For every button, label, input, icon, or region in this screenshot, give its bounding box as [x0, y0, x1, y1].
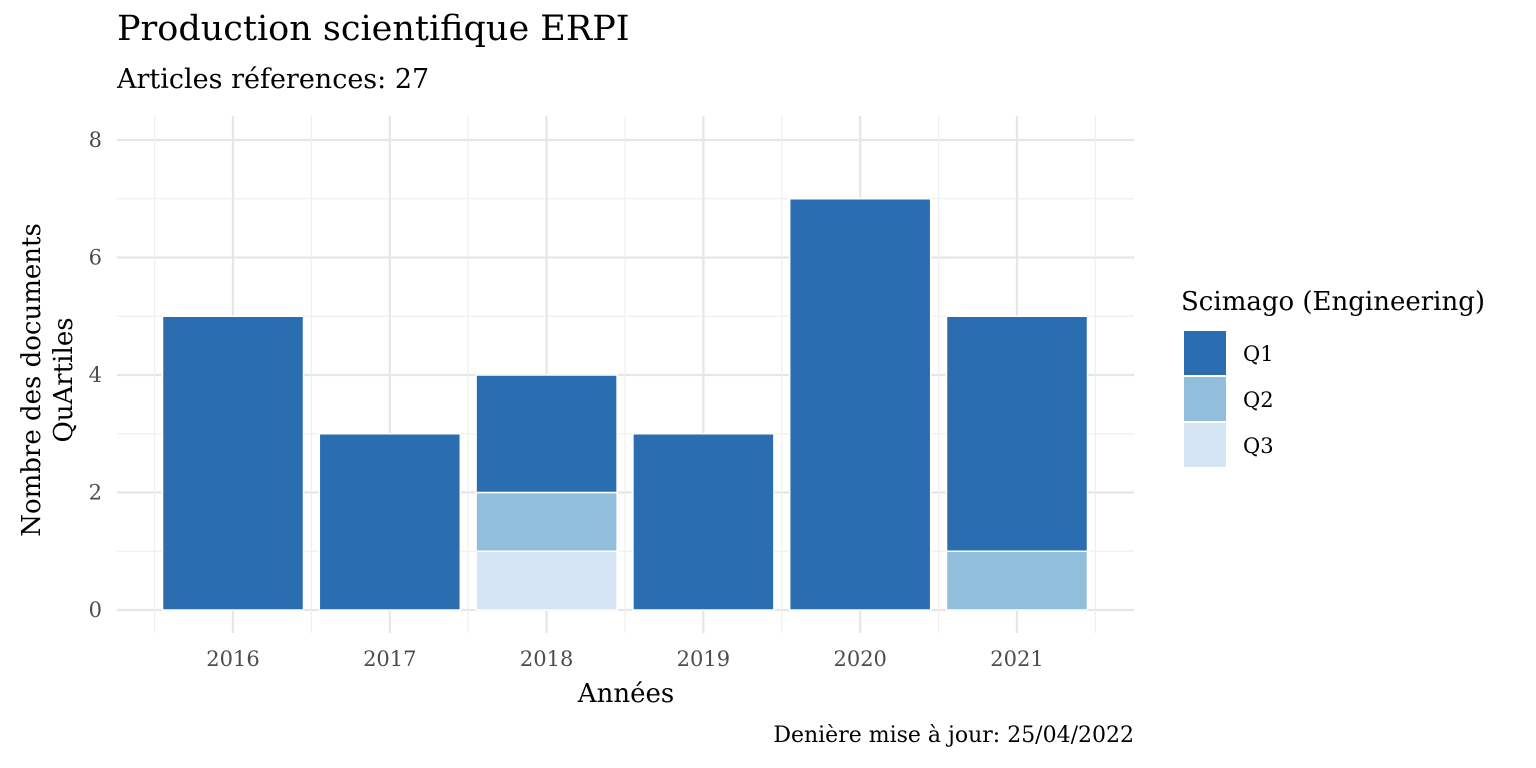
bar-2021-Q2 — [945, 550, 1089, 611]
chart-subtitle: Articles réferences: 27 — [117, 64, 430, 95]
legend-key-Q3 — [1184, 423, 1226, 467]
bar-2017-Q1 — [318, 433, 462, 611]
x-tick-label: 2018 — [520, 647, 573, 671]
y-tick-label: 4 — [89, 363, 102, 387]
legend-label-Q3: Q3 — [1243, 434, 1274, 458]
legend-key-Q1 — [1184, 331, 1226, 375]
x-axis-title: Années — [577, 679, 674, 709]
y-axis-title-line2: QuArtiles — [49, 317, 79, 442]
chart-caption: Denière mise à jour: 25/04/2022 — [773, 723, 1134, 748]
x-tick-label: 2016 — [206, 647, 259, 671]
legend: Scimago (Engineering) Q1 Q2 Q3 — [1181, 287, 1485, 467]
bar-2018-Q1 — [475, 374, 618, 494]
bars-layer — [161, 198, 1089, 611]
bar-2018-Q3 — [475, 550, 618, 611]
x-tick-label: 2017 — [363, 647, 416, 671]
legend-key-Q2 — [1184, 377, 1226, 421]
y-tick-label: 6 — [89, 246, 102, 270]
bar-2019-Q1 — [632, 433, 775, 611]
y-axis-ticks: 0 2 4 6 8 — [89, 128, 102, 622]
legend-label-Q1: Q1 — [1243, 342, 1274, 366]
legend-label-Q2: Q2 — [1243, 388, 1274, 412]
y-axis-title-line1: Nombre des documents — [17, 223, 47, 537]
legend-title: Scimago (Engineering) — [1181, 287, 1485, 317]
bar-2021-Q1 — [945, 315, 1089, 552]
bar-2018-Q2 — [475, 491, 618, 552]
x-tick-label: 2021 — [990, 647, 1043, 671]
bar-2016-Q1 — [161, 315, 305, 611]
y-tick-label: 2 — [89, 481, 102, 505]
bar-2020-Q1 — [788, 198, 932, 611]
x-tick-label: 2019 — [677, 647, 730, 671]
y-tick-label: 0 — [89, 598, 102, 622]
x-axis-ticks: 2016 2017 2018 2019 2020 2021 — [206, 647, 1043, 671]
x-tick-label: 2020 — [833, 647, 886, 671]
chart-title: Production scientifique ERPI — [117, 9, 630, 49]
y-tick-label: 8 — [89, 128, 102, 152]
